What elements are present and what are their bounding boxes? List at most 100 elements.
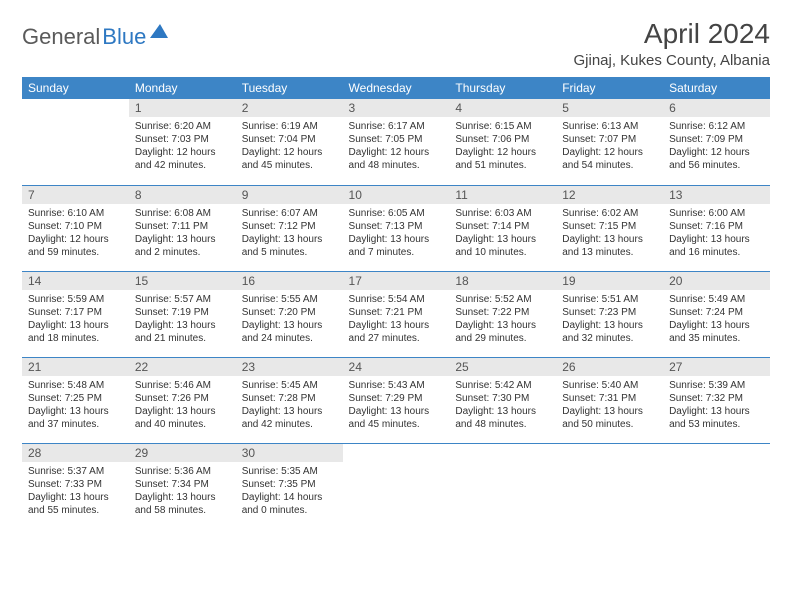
day-number: 29 xyxy=(129,444,236,462)
day-number: 11 xyxy=(449,186,556,204)
day-number: 28 xyxy=(22,444,129,462)
calendar-week-row: 1Sunrise: 6:20 AMSunset: 7:03 PMDaylight… xyxy=(22,99,770,185)
calendar-day-cell: 20Sunrise: 5:49 AMSunset: 7:24 PMDayligh… xyxy=(663,271,770,357)
day-number: 21 xyxy=(22,358,129,376)
calendar-day-cell: 11Sunrise: 6:03 AMSunset: 7:14 PMDayligh… xyxy=(449,185,556,271)
weekday-header: Wednesday xyxy=(343,77,450,99)
day-details: Sunrise: 6:05 AMSunset: 7:13 PMDaylight:… xyxy=(343,204,450,263)
calendar-day-cell: 22Sunrise: 5:46 AMSunset: 7:26 PMDayligh… xyxy=(129,357,236,443)
day-details: Sunrise: 5:40 AMSunset: 7:31 PMDaylight:… xyxy=(556,376,663,435)
day-number: 19 xyxy=(556,272,663,290)
calendar-day-cell: 30Sunrise: 5:35 AMSunset: 7:35 PMDayligh… xyxy=(236,443,343,529)
logo-text-blue: Blue xyxy=(102,24,146,50)
day-details: Sunrise: 5:51 AMSunset: 7:23 PMDaylight:… xyxy=(556,290,663,349)
calendar-day-cell: 23Sunrise: 5:45 AMSunset: 7:28 PMDayligh… xyxy=(236,357,343,443)
weekday-header: Friday xyxy=(556,77,663,99)
calendar-day-cell: 9Sunrise: 6:07 AMSunset: 7:12 PMDaylight… xyxy=(236,185,343,271)
page-title: April 2024 xyxy=(573,18,770,50)
weekday-header: Monday xyxy=(129,77,236,99)
calendar-day-cell xyxy=(343,443,450,529)
day-details: Sunrise: 6:15 AMSunset: 7:06 PMDaylight:… xyxy=(449,117,556,176)
day-details: Sunrise: 6:12 AMSunset: 7:09 PMDaylight:… xyxy=(663,117,770,176)
calendar-day-cell: 17Sunrise: 5:54 AMSunset: 7:21 PMDayligh… xyxy=(343,271,450,357)
day-number: 13 xyxy=(663,186,770,204)
weekday-header: Tuesday xyxy=(236,77,343,99)
day-details: Sunrise: 6:00 AMSunset: 7:16 PMDaylight:… xyxy=(663,204,770,263)
day-details: Sunrise: 5:42 AMSunset: 7:30 PMDaylight:… xyxy=(449,376,556,435)
calendar-day-cell: 18Sunrise: 5:52 AMSunset: 7:22 PMDayligh… xyxy=(449,271,556,357)
calendar-day-cell xyxy=(449,443,556,529)
day-number: 6 xyxy=(663,99,770,117)
day-details: Sunrise: 5:57 AMSunset: 7:19 PMDaylight:… xyxy=(129,290,236,349)
day-details: Sunrise: 6:08 AMSunset: 7:11 PMDaylight:… xyxy=(129,204,236,263)
day-details: Sunrise: 5:59 AMSunset: 7:17 PMDaylight:… xyxy=(22,290,129,349)
day-number: 30 xyxy=(236,444,343,462)
day-number: 15 xyxy=(129,272,236,290)
day-number: 26 xyxy=(556,358,663,376)
day-details: Sunrise: 6:02 AMSunset: 7:15 PMDaylight:… xyxy=(556,204,663,263)
day-number: 5 xyxy=(556,99,663,117)
day-details: Sunrise: 6:19 AMSunset: 7:04 PMDaylight:… xyxy=(236,117,343,176)
day-details: Sunrise: 6:10 AMSunset: 7:10 PMDaylight:… xyxy=(22,204,129,263)
calendar-table: SundayMondayTuesdayWednesdayThursdayFrid… xyxy=(22,77,770,529)
day-number: 20 xyxy=(663,272,770,290)
calendar-day-cell: 19Sunrise: 5:51 AMSunset: 7:23 PMDayligh… xyxy=(556,271,663,357)
day-details: Sunrise: 5:46 AMSunset: 7:26 PMDaylight:… xyxy=(129,376,236,435)
calendar-day-cell: 6Sunrise: 6:12 AMSunset: 7:09 PMDaylight… xyxy=(663,99,770,185)
day-details: Sunrise: 6:20 AMSunset: 7:03 PMDaylight:… xyxy=(129,117,236,176)
calendar-body: 1Sunrise: 6:20 AMSunset: 7:03 PMDaylight… xyxy=(22,99,770,529)
day-details: Sunrise: 6:07 AMSunset: 7:12 PMDaylight:… xyxy=(236,204,343,263)
calendar-day-cell xyxy=(22,99,129,185)
day-details: Sunrise: 5:54 AMSunset: 7:21 PMDaylight:… xyxy=(343,290,450,349)
day-details: Sunrise: 6:13 AMSunset: 7:07 PMDaylight:… xyxy=(556,117,663,176)
day-number: 12 xyxy=(556,186,663,204)
day-details: Sunrise: 5:37 AMSunset: 7:33 PMDaylight:… xyxy=(22,462,129,521)
calendar-day-cell: 1Sunrise: 6:20 AMSunset: 7:03 PMDaylight… xyxy=(129,99,236,185)
calendar-week-row: 7Sunrise: 6:10 AMSunset: 7:10 PMDaylight… xyxy=(22,185,770,271)
day-number: 18 xyxy=(449,272,556,290)
calendar-day-cell xyxy=(556,443,663,529)
day-details: Sunrise: 6:03 AMSunset: 7:14 PMDaylight:… xyxy=(449,204,556,263)
day-number: 23 xyxy=(236,358,343,376)
calendar-day-cell: 25Sunrise: 5:42 AMSunset: 7:30 PMDayligh… xyxy=(449,357,556,443)
day-details: Sunrise: 5:49 AMSunset: 7:24 PMDaylight:… xyxy=(663,290,770,349)
day-number: 1 xyxy=(129,99,236,117)
day-details: Sunrise: 5:45 AMSunset: 7:28 PMDaylight:… xyxy=(236,376,343,435)
day-number: 22 xyxy=(129,358,236,376)
day-number: 10 xyxy=(343,186,450,204)
day-details: Sunrise: 5:36 AMSunset: 7:34 PMDaylight:… xyxy=(129,462,236,521)
day-number: 7 xyxy=(22,186,129,204)
logo-sail-icon xyxy=(150,24,168,38)
day-number: 27 xyxy=(663,358,770,376)
title-block: April 2024 Gjinaj, Kukes County, Albania xyxy=(573,18,770,69)
calendar-day-cell: 12Sunrise: 6:02 AMSunset: 7:15 PMDayligh… xyxy=(556,185,663,271)
day-number: 25 xyxy=(449,358,556,376)
calendar-week-row: 28Sunrise: 5:37 AMSunset: 7:33 PMDayligh… xyxy=(22,443,770,529)
weekday-header-row: SundayMondayTuesdayWednesdayThursdayFrid… xyxy=(22,77,770,99)
location-subtitle: Gjinaj, Kukes County, Albania xyxy=(573,52,770,69)
calendar-day-cell: 8Sunrise: 6:08 AMSunset: 7:11 PMDaylight… xyxy=(129,185,236,271)
calendar-day-cell: 10Sunrise: 6:05 AMSunset: 7:13 PMDayligh… xyxy=(343,185,450,271)
weekday-header: Sunday xyxy=(22,77,129,99)
calendar-day-cell: 27Sunrise: 5:39 AMSunset: 7:32 PMDayligh… xyxy=(663,357,770,443)
calendar-day-cell: 15Sunrise: 5:57 AMSunset: 7:19 PMDayligh… xyxy=(129,271,236,357)
day-number: 14 xyxy=(22,272,129,290)
day-details: Sunrise: 5:39 AMSunset: 7:32 PMDaylight:… xyxy=(663,376,770,435)
calendar-day-cell: 13Sunrise: 6:00 AMSunset: 7:16 PMDayligh… xyxy=(663,185,770,271)
weekday-header: Thursday xyxy=(449,77,556,99)
day-details: Sunrise: 5:43 AMSunset: 7:29 PMDaylight:… xyxy=(343,376,450,435)
weekday-header: Saturday xyxy=(663,77,770,99)
calendar-week-row: 14Sunrise: 5:59 AMSunset: 7:17 PMDayligh… xyxy=(22,271,770,357)
logo-text-general: General xyxy=(22,24,100,50)
calendar-day-cell: 21Sunrise: 5:48 AMSunset: 7:25 PMDayligh… xyxy=(22,357,129,443)
page-header: GeneralBlue April 2024 Gjinaj, Kukes Cou… xyxy=(22,18,770,69)
calendar-day-cell: 24Sunrise: 5:43 AMSunset: 7:29 PMDayligh… xyxy=(343,357,450,443)
calendar-day-cell: 28Sunrise: 5:37 AMSunset: 7:33 PMDayligh… xyxy=(22,443,129,529)
calendar-day-cell: 2Sunrise: 6:19 AMSunset: 7:04 PMDaylight… xyxy=(236,99,343,185)
day-details: Sunrise: 5:55 AMSunset: 7:20 PMDaylight:… xyxy=(236,290,343,349)
day-number: 9 xyxy=(236,186,343,204)
day-details: Sunrise: 5:35 AMSunset: 7:35 PMDaylight:… xyxy=(236,462,343,521)
logo: GeneralBlue xyxy=(22,18,168,50)
calendar-day-cell: 26Sunrise: 5:40 AMSunset: 7:31 PMDayligh… xyxy=(556,357,663,443)
day-details: Sunrise: 5:52 AMSunset: 7:22 PMDaylight:… xyxy=(449,290,556,349)
